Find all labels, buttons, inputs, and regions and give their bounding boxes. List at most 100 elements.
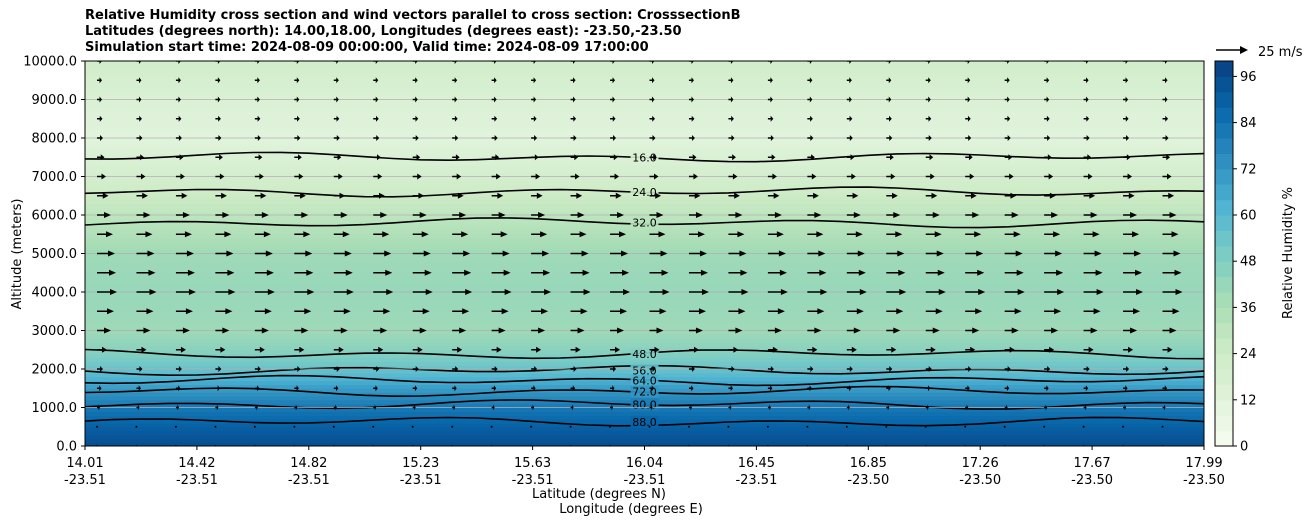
wind-vector [925,327,940,334]
humidity-band [85,84,1204,89]
wind-vector [294,308,312,315]
wind-vector [1043,425,1046,428]
wind-vector [886,250,905,257]
quiver-key [1216,46,1248,54]
wind-vector [767,154,776,161]
wind-vector [215,135,222,141]
wind-vector [412,77,418,84]
humidity-band [85,99,1204,104]
x-tick-label-lat: 14.42 [178,456,215,471]
wind-vector [1123,346,1134,353]
wind-vector [333,231,350,238]
wind-vector [1044,327,1059,334]
contour-label-gap [630,185,659,198]
colorbar-segment [1215,399,1233,416]
y-axis-label: Altitude (meters) [10,199,25,310]
wind-vector [886,327,901,334]
wind-vector [97,308,114,315]
wind-vector [1162,192,1175,199]
wind-vector [1083,173,1093,180]
wind-vector [1083,308,1101,315]
wind-vector [1162,154,1171,161]
wind-vector [846,308,864,315]
x-tick-label-lat: 17.26 [962,456,999,471]
wind-vector [254,250,273,257]
wind-vector [570,135,577,141]
wind-vector [688,366,695,372]
wind-vector [294,154,302,161]
wind-vector [925,212,940,218]
wind-vector [333,250,352,257]
wind-vector [333,327,348,334]
humidity-band [85,161,1204,166]
x-tick-label-lat: 17.67 [1073,456,1110,471]
colorbar-tick-label: 0 [1240,440,1248,455]
humidity-band [85,207,1204,212]
wind-vector [97,77,102,84]
wind-vector [531,212,546,218]
wind-vector [136,212,151,218]
wind-vector [294,346,305,353]
wind-vector [1044,192,1056,199]
wind-vector [175,115,182,122]
wind-vector [175,154,184,161]
wind-vector [294,96,300,103]
humidity-band [85,241,1204,247]
wind-vector [452,346,463,353]
wind-vector [254,308,272,315]
wind-vector [97,173,106,180]
wind-vector [846,154,855,161]
humidity-band [85,168,1204,174]
wind-vector [570,231,587,238]
wind-vector [846,212,861,218]
wind-vector [688,250,707,257]
wind-vector [767,212,782,218]
wind-vector [846,366,853,372]
wind-vector [610,308,628,315]
humidity-band [85,238,1204,243]
wind-vector [649,154,657,161]
humidity-band [85,118,1204,124]
wind-vector [254,366,261,372]
humidity-band [85,107,1204,112]
wind-vector [1162,385,1168,392]
wind-vector [807,212,822,218]
wind-vector [136,289,157,295]
wind-vector [610,61,616,64]
wind-vector [136,250,155,257]
wind-vector [294,289,315,295]
wind-vector [531,289,552,295]
wind-vector [333,154,342,161]
wind-vector [1123,96,1129,103]
wind-vector [136,269,156,276]
wind-vector [1044,77,1050,84]
humidity-band [85,111,1204,116]
wind-vector [1162,269,1182,276]
x-tick-label-lon: -23.50 [847,473,889,488]
wind-vector [649,308,667,315]
wind-vector [1044,346,1055,353]
wind-vector [135,425,138,428]
wind-vector [531,154,539,161]
humidity-band [85,284,1204,289]
chart-title-line-2: Latitudes (degrees north): 14.00,18.00, … [85,24,682,39]
wind-vector [254,77,260,84]
wind-vector [333,346,344,353]
colorbar-segment [1215,76,1233,93]
wind-vector [1162,135,1169,141]
x-tick-label-lon: -23.51 [512,473,554,488]
wind-vector [531,77,537,84]
wind-vector [767,289,788,295]
wind-vector [531,115,537,122]
wind-vector [452,231,469,238]
wind-vector [372,425,375,428]
wind-vector [333,308,351,315]
wind-vector [807,250,826,257]
wind-vector [175,366,182,372]
wind-vector [491,289,512,295]
wind-vector [845,425,848,428]
humidity-band [85,276,1204,282]
wind-vector [610,289,631,295]
wind-vector [215,308,233,315]
wind-vector [1082,425,1085,428]
